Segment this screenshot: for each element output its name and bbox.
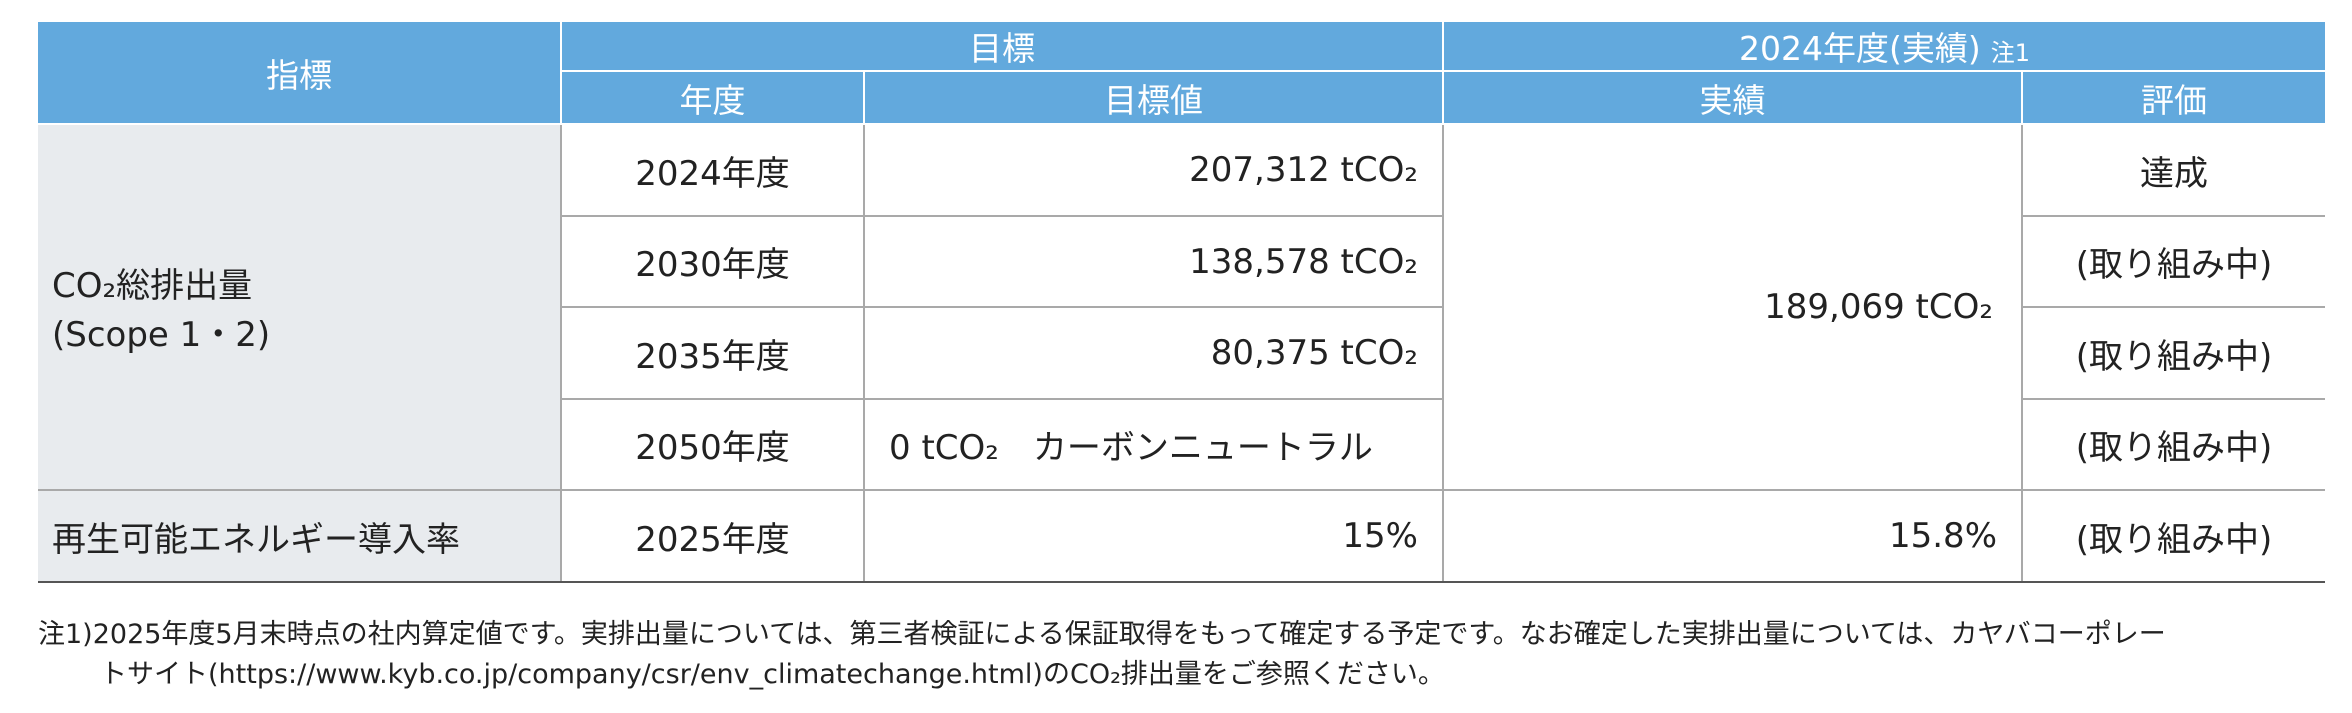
evaluation-cell: (取り組み中) [2020, 306, 2326, 400]
indicator-text: CO₂総排出量 [52, 266, 253, 306]
header-cell: 目標 [560, 22, 1444, 72]
target-cell: 0 tCO₂ カーボンニュートラル [863, 398, 1444, 491]
header-text: 指標 [266, 55, 332, 95]
header-note: 注1 [1990, 39, 2031, 67]
year-cell: 2050年度 [560, 398, 865, 491]
footnote-marker: 注1) [38, 619, 93, 650]
target-cell: 15% [863, 489, 1444, 583]
footnote-text: 2025年度5月末時点の社内算定値です。実排出量については、第三者検証による保証… [92, 619, 2166, 650]
header-cell: 評価 [2020, 70, 2326, 125]
header-cell: 目標値 [863, 70, 1444, 125]
actual-cell: 189,069 tCO₂ [1442, 123, 2023, 491]
target-cell: 80,375 tCO₂ [863, 306, 1444, 400]
target-table: 指標 目標 2024年度(実績) 注1 年度 目標値 実績 評価 CO₂総排出量 (… [38, 22, 2326, 583]
actual-cell: 15.8% [1442, 489, 2023, 583]
year-cell: 2024年度 [560, 123, 865, 217]
evaluation-cell: (取り組み中) [2020, 215, 2326, 308]
target-cell: 207,312 tCO₂ [863, 123, 1444, 217]
header-text: 目標 [969, 29, 1035, 68]
footnote-text: トサイト(https://www.kyb.co.jp/company/csr/e… [100, 659, 1445, 690]
footnote-line: 注1)2025年度5月末時点の社内算定値です。実排出量については、第三者検証によ… [38, 612, 2166, 651]
indicator-cell: CO₂総排出量 (Scope 1・2) [38, 123, 562, 491]
evaluation-cell: (取り組み中) [2020, 489, 2326, 583]
header-cell: 実績 [1442, 70, 2023, 125]
header-text: 2024年度(実績) [1739, 29, 1981, 68]
year-cell: 2030年度 [560, 215, 865, 308]
target-cell: 138,578 tCO₂ [863, 215, 1444, 308]
header-cell: 2024年度(実績) 注1 [1441, 22, 2326, 72]
header-cell: 年度 [560, 70, 865, 125]
header-cell: 指標 [38, 22, 562, 125]
indicator-cell: 再生可能エネルギー導入率 [38, 489, 562, 583]
evaluation-cell: 達成 [2020, 123, 2326, 217]
indicator-text: (Scope 1・2) [52, 315, 271, 355]
evaluation-cell: (取り組み中) [2020, 398, 2326, 491]
year-cell: 2035年度 [560, 306, 865, 400]
year-cell: 2025年度 [560, 489, 865, 583]
